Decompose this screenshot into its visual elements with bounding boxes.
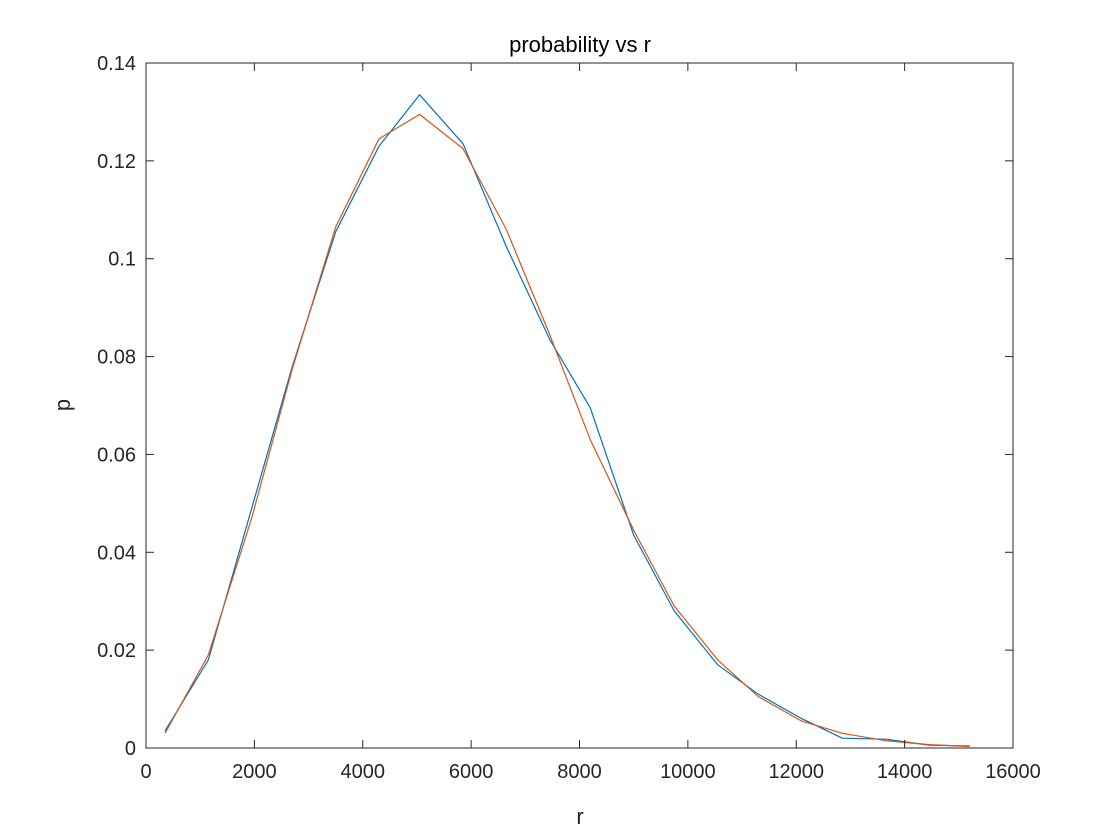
series-layer [164, 94, 970, 748]
y-tick-label: 0.02 [97, 640, 136, 662]
x-tick-label: 10000 [660, 761, 716, 783]
x-tick-label: 0 [140, 761, 151, 783]
x-axis-ticks: 0 2000 4000 6000 8000 10000 12000 14000 16000 [140, 63, 1041, 783]
y-tick-label: 0.08 [97, 347, 136, 369]
x-tick-label: 2000 [232, 761, 277, 783]
plot-area-frame [145, 62, 1014, 749]
x-tick-label: 8000 [557, 761, 602, 783]
y-axis-ticks: 0 0.02 0.04 0.06 0.08 0.1 0.12 0.14 [97, 53, 1013, 760]
y-tick-label: 0.04 [97, 542, 136, 564]
y-tick-label: 0.06 [97, 444, 136, 466]
y-tick-label: 0 [125, 738, 136, 760]
y-axis-label: p [50, 399, 75, 411]
x-tick-label: 6000 [449, 761, 494, 783]
series-line-1 [164, 94, 970, 747]
x-tick-label: 14000 [877, 761, 933, 783]
x-axis-label: r [576, 804, 583, 829]
series-line-2 [164, 113, 970, 748]
y-tick-label: 0.12 [97, 151, 136, 173]
x-tick-label: 12000 [768, 761, 824, 783]
x-tick-label: 16000 [985, 761, 1041, 783]
y-tick-label: 0.1 [108, 249, 136, 271]
chart-title: probability vs r [509, 32, 651, 57]
y-tick-label: 0.14 [97, 53, 136, 75]
x-tick-label: 4000 [341, 761, 386, 783]
